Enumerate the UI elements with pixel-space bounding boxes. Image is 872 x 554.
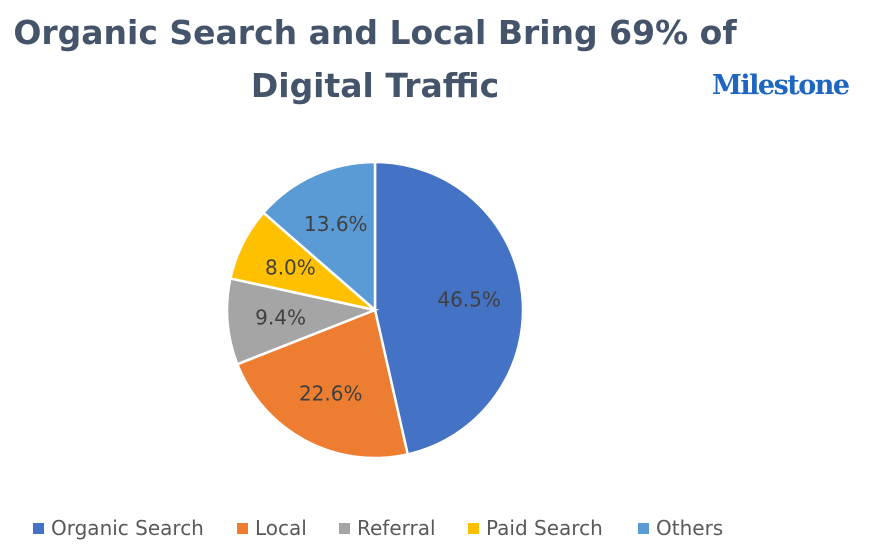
legend-swatch — [237, 522, 248, 534]
chart-legend: Organic Search Local Referral Paid Search Ot… — [0, 511, 872, 545]
data-label-referral: 9.4% — [255, 306, 306, 330]
chart-title: Organic Search and Local Bring 69% of Di… — [0, 6, 750, 112]
legend-item-local: Local — [237, 511, 307, 545]
legend-label: Referral — [357, 516, 436, 540]
legend-swatch — [339, 522, 350, 534]
legend-item-organic-search: Organic Search — [33, 511, 204, 545]
data-label-organic-search: 46.5% — [437, 287, 501, 311]
data-label-paid-search: 8.0% — [265, 255, 316, 279]
chart-title-line-2: Digital Traffic — [250, 66, 500, 105]
legend-label: Organic Search — [51, 516, 204, 540]
legend-label: Local — [255, 516, 307, 540]
pie-slice-local — [235, 308, 410, 460]
data-label-local: 22.6% — [299, 382, 363, 406]
legend-label: Paid Search — [486, 516, 603, 540]
pie-slice-others — [261, 160, 377, 313]
legend-swatch — [638, 522, 649, 534]
legend-label: Others — [656, 516, 724, 540]
legend-swatch — [33, 522, 44, 534]
legend-item-others: Others — [638, 511, 723, 545]
chart-title-line-1: Organic Search and Local Bring 69% of — [13, 13, 737, 52]
data-label-others: 13.6% — [304, 212, 368, 236]
legend-item-referral: Referral — [339, 511, 436, 545]
legend-swatch — [468, 522, 479, 534]
pie-slice-referral — [225, 276, 380, 366]
pie-data-labels: 46.5% 22.6% 9.4% 8.0% 13.6% — [255, 212, 501, 406]
milestone-logo: Milestone — [712, 70, 850, 101]
legend-item-paid-search: Paid Search — [468, 511, 603, 545]
pie-slice-organic-search — [373, 160, 525, 456]
pie-slices — [225, 160, 525, 460]
